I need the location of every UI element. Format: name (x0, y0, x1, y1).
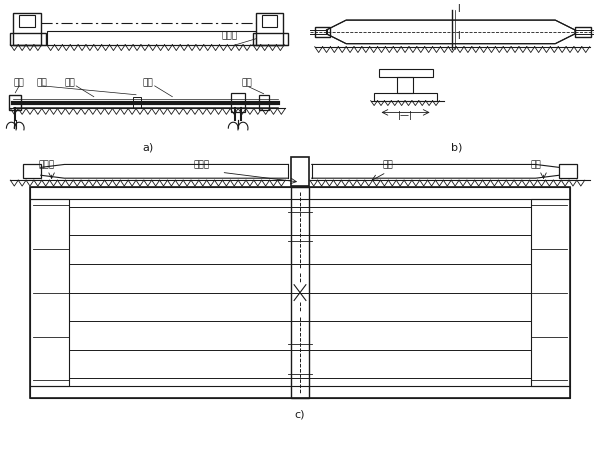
Bar (23, 164, 41, 178)
Text: 定位板: 定位板 (38, 160, 55, 169)
Bar (256, 13, 283, 45)
Bar (30, 387, 570, 398)
Bar (133, 97, 141, 108)
Bar (30, 187, 570, 398)
Bar (30, 199, 69, 387)
Bar (379, 69, 433, 77)
Text: 定位板: 定位板 (221, 32, 238, 41)
Bar (397, 77, 413, 93)
Bar (30, 187, 570, 199)
Bar (10, 33, 46, 45)
Text: 台面: 台面 (143, 78, 154, 87)
Text: 承力架: 承力架 (194, 160, 210, 169)
Text: l: l (457, 31, 460, 41)
Bar (13, 13, 41, 45)
Bar (291, 187, 309, 398)
Bar (262, 15, 277, 27)
Bar (531, 199, 570, 387)
Text: 横架: 横架 (530, 160, 541, 169)
Bar (575, 27, 590, 37)
Text: 夹具: 夹具 (241, 78, 252, 87)
Bar (10, 95, 21, 110)
Bar (19, 15, 35, 27)
Bar (559, 164, 577, 178)
Bar (374, 93, 437, 101)
Text: 力筋: 力筋 (64, 78, 75, 87)
Text: l: l (457, 4, 460, 14)
Text: 底板: 底板 (383, 160, 394, 169)
Text: a): a) (142, 143, 154, 153)
Text: 支架: 支架 (37, 78, 47, 87)
Bar (47, 31, 256, 45)
Bar (253, 33, 288, 45)
Text: 横架: 横架 (13, 78, 24, 87)
Bar (315, 27, 331, 37)
Text: |—|: |—| (398, 111, 413, 120)
Text: b): b) (451, 143, 463, 153)
Bar (291, 157, 309, 186)
Text: c): c) (295, 410, 305, 420)
Bar (231, 93, 245, 112)
Bar (259, 95, 269, 110)
